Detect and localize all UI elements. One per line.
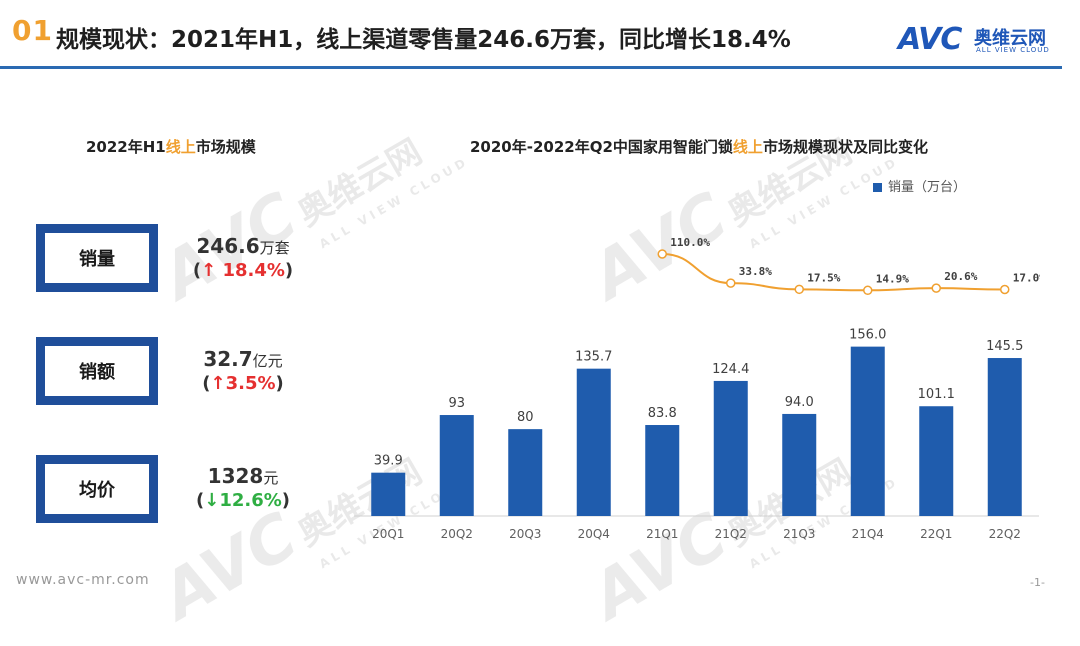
growth-point-22Q2	[1000, 284, 1010, 295]
left-panel-title: 2022年H1线上市场规模	[86, 138, 256, 156]
bar-value-label: 101.1	[918, 387, 955, 402]
section-number: 01	[12, 14, 53, 47]
bar-21Q2	[713, 380, 748, 516]
growth-label: 110.0%	[670, 236, 710, 249]
bar-21Q1	[645, 425, 680, 516]
logo-en-name: ALL VIEW CLOUD	[976, 46, 1050, 54]
metric-box-sales-amount: 销额	[36, 337, 158, 405]
x-tick-label: 21Q4	[852, 527, 884, 541]
metric-change: (↑3.5%)	[202, 373, 284, 394]
x-tick-label: 21Q2	[715, 527, 747, 541]
bar-value-label: 156.0	[849, 328, 886, 343]
metric-change: (↑ 18.4%)	[192, 260, 294, 281]
legend-swatch	[873, 183, 882, 192]
metric-box-sales-volume: 销量	[36, 224, 158, 292]
metric-sales-volume: 246.6万套 (↑ 18.4%)	[178, 234, 308, 281]
header-divider	[0, 66, 1062, 69]
x-tick-label: 21Q3	[783, 527, 815, 541]
metric-change: (↓12.6%)	[195, 490, 290, 511]
growth-label: 14.9%	[876, 272, 909, 285]
page-title: 规模现状：2021年H1，线上渠道零售量246.6万套，同比增长18.4%	[56, 27, 791, 53]
bar-value-label: 145.5	[986, 339, 1023, 354]
bar-chart: 39.9 20Q1 93 20Q2 80 20Q3 135.7 20Q4 83.8 21Q1 124…	[354, 236, 1040, 541]
metric-label: 销量	[45, 233, 149, 283]
chart-legend: 销量（万台）	[873, 176, 966, 195]
bar-21Q3	[782, 413, 817, 516]
growth-point-21Q4	[863, 285, 873, 296]
growth-point-21Q3	[794, 284, 804, 295]
growth-point-21Q2	[726, 278, 736, 288]
metric-value: 32.7亿元	[203, 347, 283, 371]
bar-21Q4	[850, 346, 885, 516]
bar-value-label: 83.8	[648, 406, 677, 421]
metric-box-avg-price: 均价	[36, 455, 158, 523]
bar-22Q1	[919, 406, 954, 516]
bar-value-label: 135.7	[575, 350, 612, 365]
metric-sales-amount: 32.7亿元 (↑3.5%)	[178, 347, 308, 394]
logo-brand: AVC	[898, 22, 962, 57]
x-tick-label: 22Q2	[989, 527, 1021, 541]
x-tick-label: 20Q1	[372, 527, 404, 541]
page-header: 01 规模现状：2021年H1，线上渠道零售量246.6万套，同比增长18.4%…	[0, 0, 1080, 70]
metric-label: 均价	[45, 464, 149, 514]
metric-value: 246.6万套	[196, 234, 290, 258]
x-tick-label: 20Q3	[509, 527, 541, 541]
metric-label: 销额	[45, 346, 149, 396]
footer-url: www.avc-mr.com	[16, 572, 150, 588]
bar-20Q4	[576, 368, 611, 516]
growth-label: 17.5%	[807, 271, 840, 284]
growth-label: 33.8%	[739, 265, 772, 278]
x-tick-label: 22Q1	[920, 527, 952, 541]
growth-point-22Q1	[931, 283, 941, 293]
logo-cn-name: 奥维云网	[974, 28, 1046, 49]
page-number: -1-	[1030, 576, 1045, 589]
chart-title: 2020年-2022年Q2中国家用智能门锁线上市场规模现状及同比变化	[470, 138, 928, 156]
metric-avg-price: 1328元 (↓12.6%)	[178, 464, 308, 511]
x-tick-label: 20Q2	[441, 527, 473, 541]
growth-line	[662, 253, 1005, 292]
avc-logo: AVC 奥维云网 ALL VIEW CLOUD	[898, 22, 1060, 58]
bar-value-label: 124.4	[712, 362, 749, 377]
x-tick-label: 20Q4	[578, 527, 610, 541]
bar-value-label: 93	[448, 396, 465, 411]
bar-22Q2	[987, 358, 1022, 516]
x-tick-label: 21Q1	[646, 527, 678, 541]
growth-point-21Q1	[657, 249, 667, 259]
bar-20Q2	[439, 415, 474, 516]
metric-value: 1328元	[207, 464, 279, 488]
bar-20Q1	[371, 472, 406, 516]
bar-value-label: 39.9	[374, 454, 403, 469]
growth-label: 20.6%	[944, 270, 977, 283]
bar-value-label: 94.0	[785, 395, 814, 410]
bar-20Q3	[508, 429, 543, 516]
bar-value-label: 80	[517, 410, 534, 425]
growth-label: 17.0%	[1013, 272, 1040, 285]
